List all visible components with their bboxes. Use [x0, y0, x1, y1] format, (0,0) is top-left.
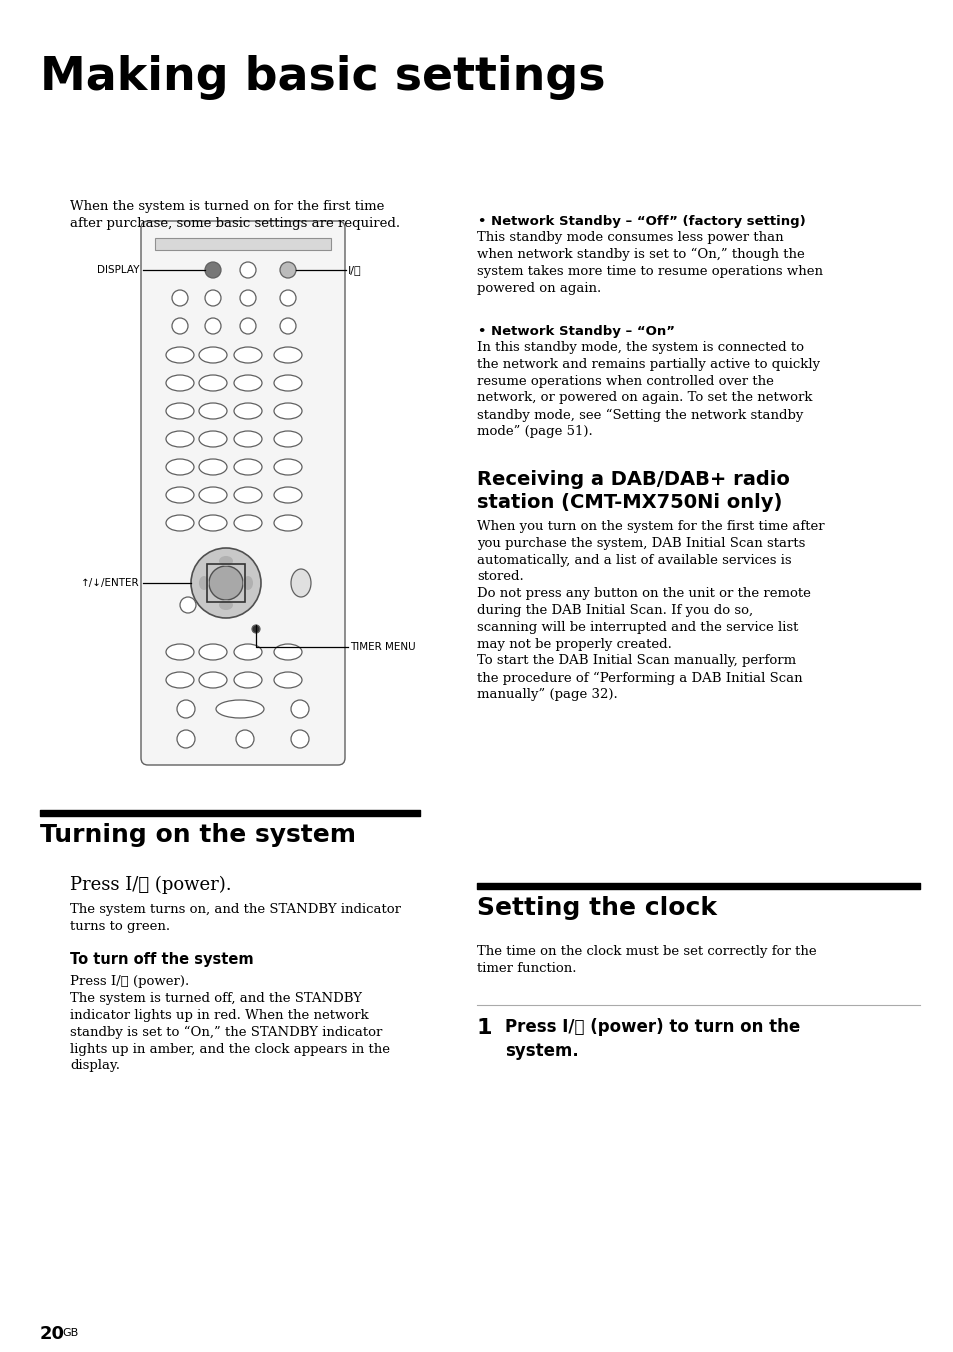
Text: Press I/⏻ (power).
The system is turned off, and the STANDBY
indicator lights up: Press I/⏻ (power). The system is turned …: [70, 975, 390, 1072]
Text: The time on the clock must be set correctly for the
timer function.: The time on the clock must be set correc…: [476, 945, 816, 975]
Text: In this standby mode, the system is connected to
the network and remains partial: In this standby mode, the system is conn…: [476, 341, 820, 438]
Text: Press I/⏻ (power) to turn on the
system.: Press I/⏻ (power) to turn on the system.: [504, 1018, 800, 1060]
Ellipse shape: [199, 576, 209, 589]
Ellipse shape: [166, 431, 193, 448]
Circle shape: [177, 700, 194, 718]
Text: GB: GB: [62, 1328, 78, 1338]
Circle shape: [205, 318, 221, 334]
Ellipse shape: [274, 403, 302, 419]
Text: Network Standby – “Off” (factory setting): Network Standby – “Off” (factory setting…: [491, 215, 805, 228]
Text: •: •: [476, 215, 485, 228]
Ellipse shape: [233, 458, 262, 475]
Circle shape: [280, 318, 295, 334]
Ellipse shape: [233, 644, 262, 660]
Ellipse shape: [166, 375, 193, 391]
Ellipse shape: [219, 600, 233, 610]
Circle shape: [209, 566, 243, 600]
Ellipse shape: [166, 515, 193, 531]
Circle shape: [177, 730, 194, 748]
Ellipse shape: [274, 515, 302, 531]
Text: Press I/⏻ (power).: Press I/⏻ (power).: [70, 876, 232, 894]
Text: Receiving a DAB/DAB+ radio
station (CMT-MX750Ni only): Receiving a DAB/DAB+ radio station (CMT-…: [476, 470, 789, 512]
Circle shape: [291, 700, 309, 718]
Ellipse shape: [199, 375, 227, 391]
Circle shape: [172, 318, 188, 334]
Text: I/⏻: I/⏻: [348, 265, 361, 274]
Circle shape: [235, 730, 253, 748]
Ellipse shape: [233, 403, 262, 419]
Circle shape: [240, 262, 255, 279]
Text: •: •: [476, 324, 485, 338]
Circle shape: [252, 625, 260, 633]
Ellipse shape: [199, 515, 227, 531]
Ellipse shape: [233, 375, 262, 391]
Text: The system turns on, and the STANDBY indicator
turns to green.: The system turns on, and the STANDBY ind…: [70, 903, 400, 933]
Circle shape: [191, 548, 261, 618]
Ellipse shape: [274, 644, 302, 660]
Circle shape: [280, 289, 295, 306]
Circle shape: [205, 262, 221, 279]
Ellipse shape: [215, 700, 264, 718]
Text: Setting the clock: Setting the clock: [476, 896, 717, 919]
Text: To turn off the system: To turn off the system: [70, 952, 253, 967]
Text: DISPLAY: DISPLAY: [97, 265, 140, 274]
Circle shape: [205, 289, 221, 306]
Ellipse shape: [233, 672, 262, 688]
Ellipse shape: [199, 458, 227, 475]
Bar: [154, 238, 331, 250]
Ellipse shape: [166, 347, 193, 362]
Ellipse shape: [199, 431, 227, 448]
Ellipse shape: [233, 515, 262, 531]
Ellipse shape: [243, 576, 253, 589]
Text: 1: 1: [476, 1018, 492, 1038]
Text: When you turn on the system for the first time after
you purchase the system, DA: When you turn on the system for the firs…: [476, 521, 823, 702]
Ellipse shape: [233, 431, 262, 448]
Ellipse shape: [166, 644, 193, 660]
Ellipse shape: [199, 403, 227, 419]
Text: ↑/↓/ENTER: ↑/↓/ENTER: [81, 579, 140, 588]
Ellipse shape: [274, 347, 302, 362]
Circle shape: [240, 318, 255, 334]
Ellipse shape: [219, 556, 233, 566]
FancyBboxPatch shape: [141, 220, 345, 765]
Circle shape: [280, 262, 295, 279]
Text: Making basic settings: Making basic settings: [40, 55, 605, 100]
Ellipse shape: [291, 569, 311, 598]
Text: This standby mode consumes less power than
when network standby is set to “On,” : This standby mode consumes less power th…: [476, 231, 822, 295]
Ellipse shape: [199, 347, 227, 362]
Ellipse shape: [166, 672, 193, 688]
Text: When the system is turned on for the first time
after purchase, some basic setti: When the system is turned on for the fir…: [70, 200, 399, 230]
Ellipse shape: [199, 672, 227, 688]
Text: Network Standby – “On”: Network Standby – “On”: [491, 324, 675, 338]
Ellipse shape: [199, 644, 227, 660]
Circle shape: [180, 598, 195, 612]
Text: Turning on the system: Turning on the system: [40, 823, 355, 846]
Ellipse shape: [233, 347, 262, 362]
Ellipse shape: [166, 458, 193, 475]
Ellipse shape: [274, 375, 302, 391]
Text: 20: 20: [40, 1325, 65, 1343]
Ellipse shape: [233, 487, 262, 503]
Circle shape: [172, 289, 188, 306]
Circle shape: [240, 289, 255, 306]
Circle shape: [291, 730, 309, 748]
Ellipse shape: [166, 403, 193, 419]
Ellipse shape: [274, 458, 302, 475]
Ellipse shape: [274, 431, 302, 448]
Ellipse shape: [166, 487, 193, 503]
Ellipse shape: [199, 487, 227, 503]
Text: TIMER MENU: TIMER MENU: [350, 642, 416, 652]
Ellipse shape: [274, 672, 302, 688]
Ellipse shape: [274, 487, 302, 503]
